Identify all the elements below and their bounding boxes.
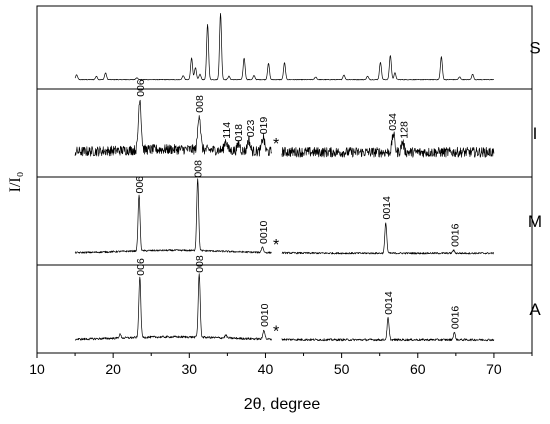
peak-label: 006 — [135, 79, 147, 97]
peak-label: 008 — [194, 95, 206, 113]
peak-label: 023 — [245, 120, 257, 138]
x-tick-label: 60 — [410, 361, 426, 377]
panel-i: 006 008 114 018 023 019 034 128 * I — [36, 79, 538, 178]
gap-asterisk: * — [273, 237, 279, 254]
peak-label: 008 — [193, 160, 205, 178]
diffraction-trace — [74, 273, 495, 342]
panel-label: M — [528, 212, 542, 231]
diffraction-trace — [74, 99, 495, 158]
panel-label: A — [529, 300, 541, 319]
panel-s: S — [36, 5, 541, 90]
chart-panels: S 006 008 114 018 023 019 034 128 * I 006 008 0010 001… — [36, 5, 542, 354]
x-axis: 10 20 30 40 50 60 70 — [29, 353, 533, 377]
peak-label: 018 — [233, 124, 245, 142]
peak-label: 008 — [194, 255, 206, 273]
gap-asterisk: * — [273, 136, 279, 153]
x-tick-label: 20 — [105, 361, 121, 377]
x-tick-label: 50 — [334, 361, 350, 377]
gap-asterisk: * — [273, 324, 279, 341]
peak-label: 0010 — [258, 220, 270, 244]
peak-label: 0016 — [449, 223, 461, 247]
panel-frame — [36, 264, 533, 354]
panel-label: S — [529, 39, 540, 58]
peak-label: 128 — [398, 121, 410, 139]
x-tick-label: 30 — [182, 361, 198, 377]
peak-label: 019 — [258, 117, 270, 135]
peak-label: 0016 — [449, 306, 461, 330]
x-tick-label: 70 — [486, 361, 502, 377]
panel-frame — [36, 5, 533, 90]
y-axis-label: I/I₀ — [7, 172, 24, 193]
peak-label: 0014 — [381, 196, 393, 220]
diffraction-trace — [74, 178, 495, 255]
panel-m: 006 008 0010 0014 0016 * M — [36, 160, 542, 266]
peak-label: 034 — [387, 113, 399, 131]
x-axis-label: 2θ, degree — [244, 396, 321, 413]
peak-label: 114 — [221, 122, 233, 139]
peak-label: 0010 — [259, 303, 271, 327]
panel-label: I — [533, 124, 538, 143]
diffraction-trace — [74, 12, 495, 81]
x-tick-label: 10 — [29, 361, 45, 377]
panel-frame — [36, 88, 533, 178]
peak-label: 006 — [135, 258, 147, 276]
peak-label: 006 — [134, 176, 146, 194]
x-tick-label: 40 — [258, 361, 274, 377]
panel-a: 006 008 0010 0014 0016 * A — [36, 255, 541, 354]
peak-label: 0014 — [383, 291, 395, 315]
